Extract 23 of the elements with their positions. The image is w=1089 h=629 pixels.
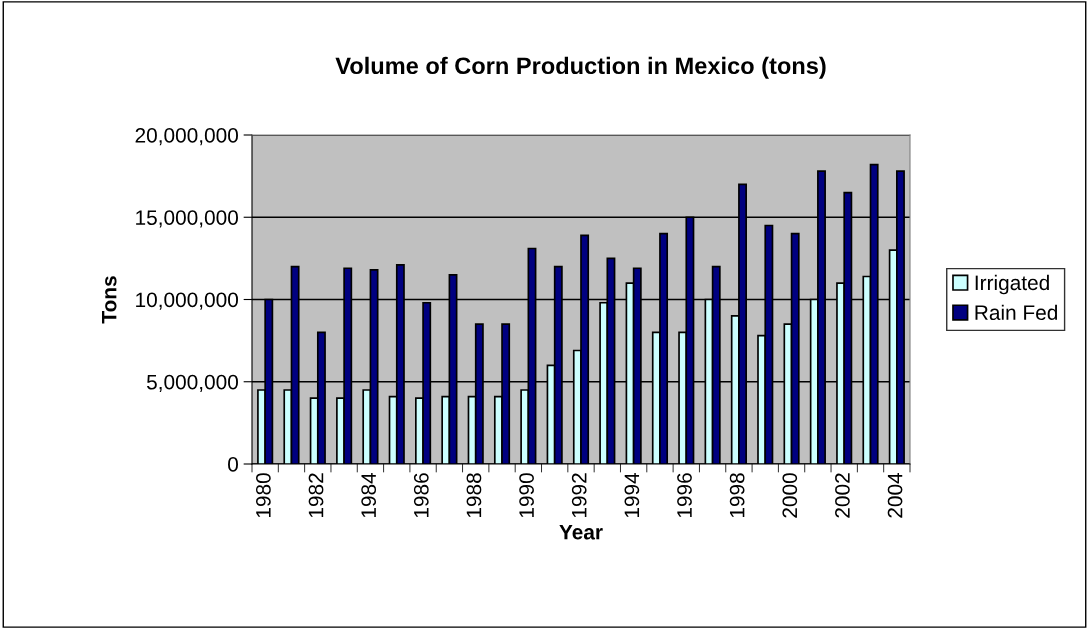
- chart-title: Volume of Corn Production in Mexico (tons): [335, 56, 826, 79]
- x-tick-label: 1984: [361, 472, 377, 518]
- x-tick-label: 1996: [677, 473, 692, 518]
- x-tick-label: 1986: [413, 473, 429, 518]
- y-tick-label: 15,000,000: [136, 210, 238, 228]
- legend-label: Irrigated: [975, 274, 1049, 295]
- legend-label: Rain Fed: [975, 304, 1058, 321]
- y-axis-title: Tons: [102, 276, 117, 324]
- x-tick-label: 2004: [887, 472, 903, 518]
- x-tick-label: 1992: [571, 473, 587, 518]
- y-tick-label: 10,000,000: [136, 292, 238, 310]
- x-tick-label: 1982: [308, 473, 324, 518]
- x-tick-label: 1998: [729, 473, 745, 518]
- y-tick-label: 20,000,000: [135, 128, 238, 146]
- x-tick-label: 1980: [256, 473, 271, 518]
- x-tick-label: 2002: [835, 473, 850, 518]
- y-tick-label: 0: [228, 457, 238, 472]
- x-tick-label: 1994: [624, 472, 640, 518]
- x-tick-label: 1990: [519, 473, 534, 518]
- x-tick-label: 2000: [782, 473, 798, 518]
- y-tick-label: 5,000,000: [146, 374, 238, 392]
- x-tick-label: 1988: [466, 473, 482, 518]
- x-axis-title: Year: [559, 525, 603, 540]
